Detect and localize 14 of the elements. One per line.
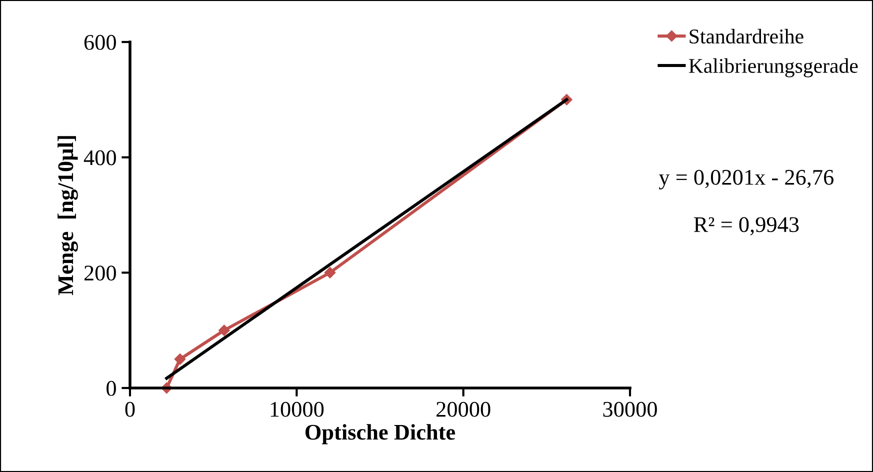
x-tick-label: 30000 bbox=[603, 402, 657, 417]
text: R² = 0,9943 bbox=[694, 217, 799, 236]
x-tick-label: 10000 bbox=[270, 402, 324, 417]
y-tick-label: 400 bbox=[84, 150, 116, 166]
y-tick-label: 200 bbox=[84, 266, 116, 281]
text: y = 0,0201x - 26,76 bbox=[658, 170, 834, 190]
x-tick-label: 0 bbox=[125, 402, 135, 417]
x-tick-label: 20000 bbox=[436, 402, 490, 417]
y-axis-title: Menge [ng/10µl] bbox=[58, 136, 78, 296]
legend-label: Kalibrierungsgerade bbox=[688, 58, 858, 78]
y-tick-label: 600 bbox=[84, 34, 116, 50]
y-tick-label: 0 bbox=[106, 380, 116, 396]
legend-label: Standardreihe bbox=[690, 28, 804, 44]
x-axis-title: Optische Dichte bbox=[305, 424, 456, 444]
